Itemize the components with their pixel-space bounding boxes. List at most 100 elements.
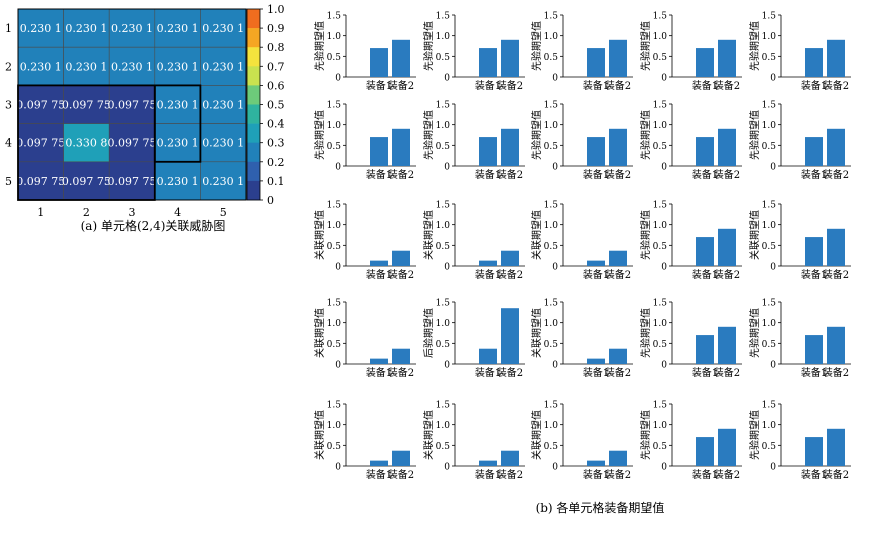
heatmap-cell-label: 0.230 1 (111, 22, 153, 35)
heatmap-frame (17, 8, 247, 201)
colorbar-tick-label: 0 (267, 194, 274, 207)
bar (609, 450, 627, 466)
y-axis-label: 关联期望值 (530, 210, 543, 260)
y-tick-label: 0.5 (436, 442, 451, 452)
bar (587, 48, 605, 77)
y-tick-label: 1.5 (436, 299, 451, 309)
y-tick-label: 0 (335, 463, 341, 473)
y-tick-label: 1.5 (653, 401, 668, 411)
heatmap-cell-label: 0.097 75 (16, 99, 65, 112)
y-axis-label: 先验期望值 (639, 21, 652, 71)
heatmap-cell-label: 0.230 1 (65, 60, 107, 73)
x-category-label: 装备2 (605, 468, 631, 481)
y-tick-label: 0.5 (544, 442, 559, 452)
y-tick-label: 0.5 (762, 442, 777, 452)
heatmap-x-tick: 2 (83, 206, 90, 219)
colorbar-segment (247, 85, 260, 105)
bar (479, 48, 497, 77)
heatmap-x-tick: 5 (220, 206, 227, 219)
y-tick-label: 0.5 (762, 142, 777, 152)
y-tick-label: 0 (444, 263, 450, 273)
y-tick-label: 0.5 (653, 53, 668, 63)
y-tick-label: 0.5 (544, 142, 559, 152)
x-category-label: 装备1 (366, 268, 392, 281)
bar (609, 348, 627, 364)
x-category-label: 装备2 (388, 168, 414, 181)
x-category-label: 装备1 (801, 468, 827, 481)
heatmap-cell (200, 123, 247, 163)
x-category-label: 装备1 (692, 268, 718, 281)
y-tick-label: 0 (552, 263, 558, 273)
x-category-label: 装备2 (605, 168, 631, 181)
y-tick-label: 0 (552, 74, 558, 84)
y-tick-label: 1.5 (762, 201, 777, 211)
colorbar-tick-label: 0.1 (267, 175, 285, 188)
heatmap-cell (154, 8, 201, 48)
y-tick-label: 1.5 (327, 201, 342, 211)
y-tick-label: 1.5 (544, 12, 559, 22)
x-category-label: 装备2 (714, 79, 740, 92)
y-tick-label: 0 (335, 74, 341, 84)
y-tick-label: 1.0 (762, 32, 777, 42)
heatmap-cell-label: 0.230 1 (65, 22, 107, 35)
bar (609, 128, 627, 166)
y-tick-label: 1.5 (653, 299, 668, 309)
y-tick-label: 0 (661, 263, 667, 273)
y-tick-label: 1.5 (544, 201, 559, 211)
y-tick-label: 0 (444, 361, 450, 371)
colorbar-segment (247, 47, 260, 67)
y-tick-label: 1.0 (327, 121, 342, 131)
y-tick-label: 1.0 (544, 32, 559, 42)
y-axis-label: 关联期望值 (313, 308, 326, 358)
y-tick-label: 0.5 (653, 242, 668, 252)
bar (827, 428, 845, 466)
heatmap-cell (17, 161, 64, 201)
y-tick-label: 0 (552, 463, 558, 473)
y-tick-label: 1.0 (544, 421, 559, 431)
x-category-label: 装备2 (605, 79, 631, 92)
y-axis-label: 关联期望值 (313, 410, 326, 460)
y-tick-label: 0 (335, 263, 341, 273)
bar (805, 48, 823, 77)
y-axis-label: 先验期望值 (639, 110, 652, 160)
bar (370, 358, 388, 364)
bar (392, 128, 410, 166)
bar (370, 48, 388, 77)
y-tick-label: 1.0 (653, 32, 668, 42)
y-axis-label: 先验期望值 (748, 308, 761, 358)
heatmap-cell-label: 0.097 75 (108, 175, 157, 188)
colorbar-tick-label: 0.3 (267, 137, 285, 150)
y-tick-label: 0 (335, 361, 341, 371)
y-tick-label: 0 (770, 263, 776, 273)
bar (827, 326, 845, 364)
heatmap-cell-label: 0.097 75 (62, 99, 111, 112)
heatmap-cell (63, 123, 110, 163)
heatmap-cell (17, 8, 64, 48)
bar (696, 437, 714, 466)
x-category-label: 装备1 (583, 168, 609, 181)
y-tick-label: 1.5 (544, 299, 559, 309)
y-tick-label: 1.5 (762, 401, 777, 411)
x-category-label: 装备1 (366, 79, 392, 92)
x-category-label: 装备2 (605, 366, 631, 379)
y-tick-label: 0.5 (544, 242, 559, 252)
y-axis-label: 先验期望值 (422, 21, 435, 71)
y-tick-label: 0.5 (327, 442, 342, 452)
heatmap-x-tick: 1 (37, 206, 44, 219)
x-category-label: 装备2 (388, 268, 414, 281)
x-category-label: 装备1 (801, 79, 827, 92)
heatmap-cell-label: 0.230 1 (157, 175, 199, 188)
y-tick-label: 1.5 (653, 201, 668, 211)
y-tick-label: 1.5 (327, 101, 342, 111)
y-axis-label: 先验期望值 (313, 110, 326, 160)
x-category-label: 装备2 (388, 366, 414, 379)
